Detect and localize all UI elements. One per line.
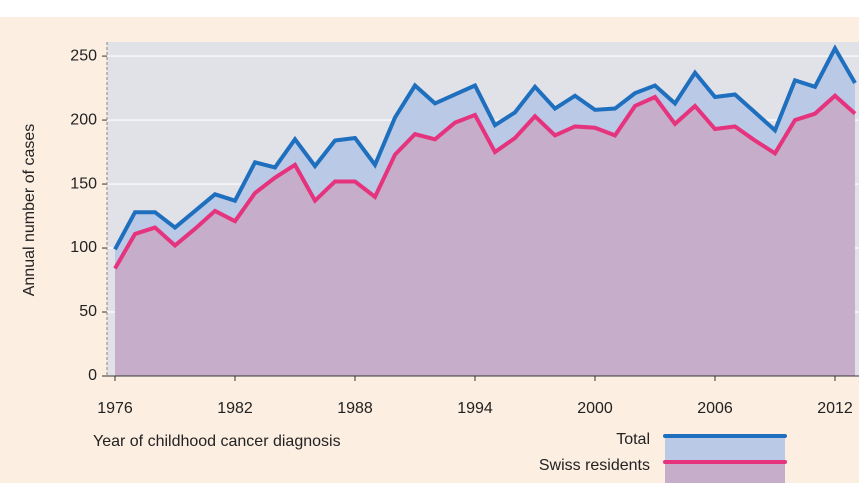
x-tick-label: 1976 [97,400,133,417]
y-axis-label: Annual number of cases [21,124,38,297]
line [113,93,857,270]
x-tick-label: 2012 [817,400,853,417]
x-tick-label: 1982 [217,400,253,417]
legend-swatch [665,436,785,462]
y-tick-label: 150 [70,175,97,192]
legend-label: Swiss residents [539,457,650,474]
x-tick-label: 1994 [457,400,493,417]
legend-swatch [665,462,785,483]
x-tick-label: 2006 [697,400,733,417]
legend-label: Total [616,431,650,448]
y-tick-label: 200 [70,111,97,128]
x-axis-label: Year of childhood cancer diagnosis [93,433,341,450]
y-tick-label: 100 [70,239,97,256]
y-tick-label: 250 [70,47,97,64]
x-tick-label: 1988 [337,400,373,417]
y-tick-label: 50 [79,303,97,320]
x-tick-label: 2000 [577,400,613,417]
area [115,95,855,376]
y-tick-label: 0 [88,367,97,384]
line [113,44,857,251]
